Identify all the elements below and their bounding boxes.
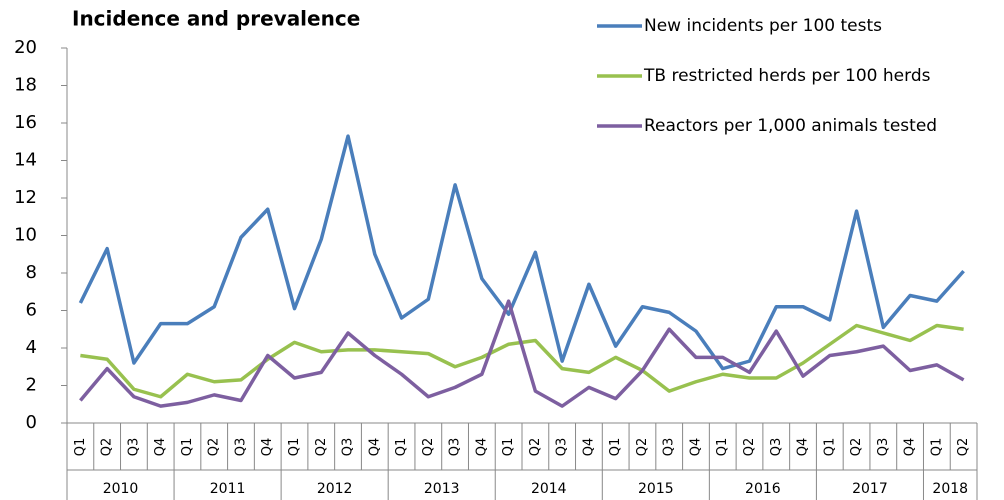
x-tick-label: Q3 — [341, 438, 356, 457]
x-tick-label: Q4 — [581, 438, 596, 457]
x-tick-label: Q3 — [876, 438, 891, 457]
x-tick-label: Q3 — [233, 438, 248, 457]
x-tick-label: Q2 — [849, 438, 864, 457]
x-group-label: 2016 — [745, 481, 781, 497]
x-tick-label: Q1 — [715, 438, 730, 457]
x-tick-label: Q3 — [769, 438, 784, 457]
x-tick-label: Q4 — [688, 438, 703, 457]
x-tick-label: Q1 — [394, 438, 409, 457]
x-tick-label: Q2 — [528, 438, 543, 457]
x-group-label: 2018 — [932, 481, 968, 497]
x-group-label: 2013 — [424, 481, 460, 497]
x-tick-label: Q2 — [207, 438, 222, 457]
series-line — [79, 299, 965, 408]
chart-title: Incidence and prevalence — [72, 7, 360, 31]
x-group-label: 2011 — [210, 481, 246, 497]
legend-label: TB restricted herds per 100 herds — [643, 66, 931, 86]
x-tick-label: Q4 — [153, 438, 168, 457]
y-tick-label: 16 — [14, 112, 37, 133]
y-tick-label: 14 — [14, 150, 37, 171]
y-tick-label: 8 — [26, 262, 37, 283]
x-tick-label: Q1 — [287, 438, 302, 457]
x-tick-label: Q1 — [180, 438, 195, 457]
x-tick-label: Q1 — [608, 438, 623, 457]
y-tick-label: 6 — [26, 300, 37, 321]
x-tick-label: Q4 — [796, 438, 811, 457]
x-group-label: 2014 — [531, 481, 567, 497]
x-tick-label: Q2 — [635, 438, 650, 457]
x-group-label: 2010 — [103, 481, 139, 497]
x-tick-label: Q3 — [662, 438, 677, 457]
x-tick-label: Q3 — [555, 438, 570, 457]
x-tick-label: Q1 — [929, 438, 944, 457]
x-group-label: 2015 — [638, 481, 674, 497]
x-tick-label: Q1 — [501, 438, 516, 457]
y-tick-label: 10 — [14, 225, 37, 246]
x-tick-label: Q4 — [474, 438, 489, 457]
y-tick-label: 0 — [26, 412, 37, 433]
y-tick-label: 20 — [14, 37, 37, 58]
legend-label: Reactors per 1,000 animals tested — [644, 116, 937, 136]
legend-label: New incidents per 100 tests — [644, 16, 882, 36]
x-tick-label: Q4 — [903, 438, 918, 457]
x-tick-label: Q1 — [73, 438, 88, 457]
x-tick-label: Q4 — [260, 438, 275, 457]
x-group-label: 2017 — [852, 481, 888, 497]
x-tick-label: Q2 — [742, 438, 757, 457]
x-tick-label: Q3 — [126, 438, 141, 457]
x-tick-label: Q2 — [314, 438, 329, 457]
x-group-label: 2012 — [317, 481, 353, 497]
x-tick-label: Q2 — [421, 438, 436, 457]
x-tick-label: Q1 — [822, 438, 837, 457]
x-tick-label: Q2 — [100, 438, 115, 457]
x-tick-label: Q4 — [367, 438, 382, 457]
y-tick-label: 12 — [14, 187, 37, 208]
series-line — [80, 323, 964, 399]
y-tick-label: 18 — [14, 75, 37, 96]
x-tick-label: Q3 — [448, 438, 463, 457]
x-tick-label: Q2 — [956, 438, 971, 457]
series-line — [78, 134, 965, 371]
y-tick-label: 4 — [26, 337, 37, 358]
y-tick-label: 2 — [26, 375, 37, 396]
